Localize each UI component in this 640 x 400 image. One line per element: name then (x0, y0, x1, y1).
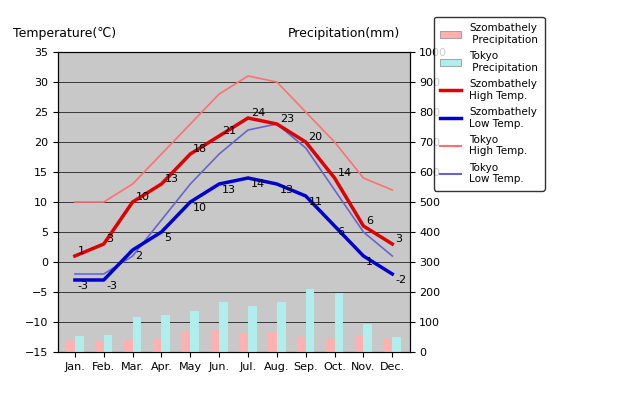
Bar (182, 331, 190, 352)
Bar (277, 302, 285, 352)
Text: 10: 10 (193, 203, 207, 213)
Bar (161, 315, 170, 352)
Bar (268, 332, 277, 352)
Text: 6: 6 (337, 227, 344, 237)
Legend: Szombathely
 Precipitation, Tokyo
 Precipitation, Szombathely
High Temp., Szomba: Szombathely Precipitation, Tokyo Precipi… (434, 17, 545, 190)
Bar (153, 339, 161, 352)
Text: 20: 20 (308, 132, 323, 142)
Text: 6: 6 (366, 216, 373, 226)
Bar (248, 306, 257, 352)
Bar (364, 324, 372, 352)
Text: 1: 1 (78, 246, 84, 256)
Text: -3: -3 (107, 281, 118, 291)
Bar (104, 335, 113, 352)
Text: 13: 13 (222, 185, 236, 195)
Bar (335, 293, 343, 352)
Bar (306, 289, 314, 352)
Bar (132, 317, 141, 352)
Bar (326, 338, 335, 352)
Text: -3: -3 (78, 281, 89, 291)
Bar (124, 340, 132, 352)
Bar (67, 340, 75, 352)
Text: 1: 1 (366, 257, 373, 267)
Bar (219, 302, 228, 352)
Text: 10: 10 (136, 192, 150, 202)
Text: 13: 13 (164, 174, 179, 184)
Bar (211, 330, 219, 352)
Bar (392, 337, 401, 352)
Text: 3: 3 (107, 234, 114, 244)
Text: 11: 11 (308, 197, 323, 207)
Bar (190, 311, 199, 352)
Bar (297, 337, 306, 352)
Text: 5: 5 (164, 233, 172, 243)
Text: 13: 13 (280, 185, 294, 195)
Bar (95, 341, 104, 352)
Bar (355, 336, 364, 352)
Bar (239, 332, 248, 352)
Text: 18: 18 (193, 144, 207, 154)
Bar (383, 338, 392, 352)
Text: Precipitation(mm): Precipitation(mm) (288, 27, 400, 40)
Text: 14: 14 (251, 179, 265, 189)
Text: 24: 24 (251, 108, 265, 118)
Text: -2: -2 (395, 275, 406, 285)
Text: 3: 3 (395, 234, 402, 244)
Text: 21: 21 (222, 126, 236, 136)
Text: 23: 23 (280, 114, 294, 124)
Bar (75, 336, 84, 352)
Text: Temperature(℃): Temperature(℃) (13, 27, 116, 40)
Text: 2: 2 (136, 251, 143, 261)
Text: 14: 14 (337, 168, 351, 178)
